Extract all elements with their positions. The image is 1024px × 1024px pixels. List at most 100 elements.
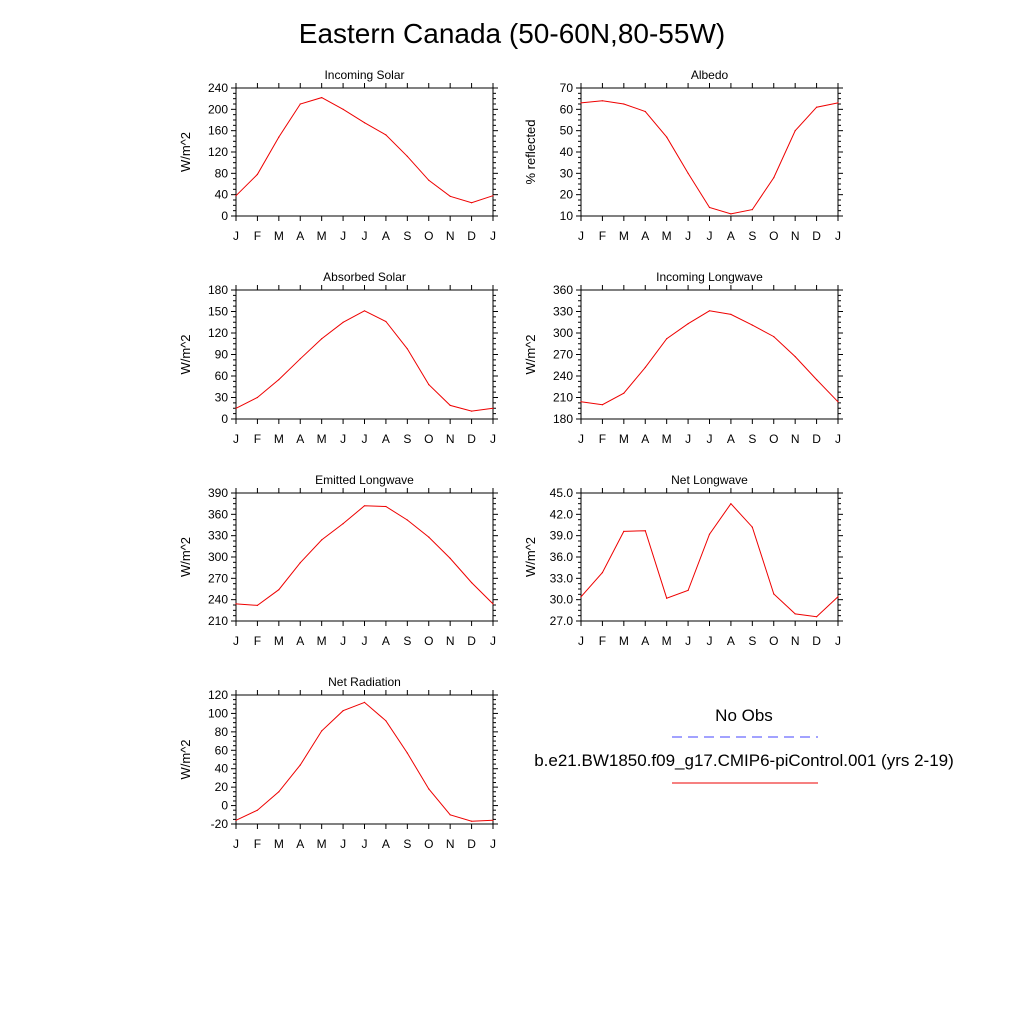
chart-absorbed-solar-ytick-label: 90 <box>215 348 229 362</box>
chart-emitted-longwave-xtick-label: J <box>490 634 496 648</box>
chart-albedo-xtick-label: A <box>641 229 649 243</box>
chart-emitted-longwave-xtick-label: J <box>362 634 368 648</box>
chart-net-longwave-xtick-label: O <box>769 634 778 648</box>
chart-albedo-point <box>837 102 839 104</box>
chart-albedo-xtick-label: M <box>619 229 629 243</box>
chart-net-radiation-xtick-label: M <box>317 837 327 851</box>
chart-net-radiation-point <box>385 720 387 722</box>
chart-albedo-ytick-label: 10 <box>560 209 574 223</box>
chart-net-longwave-frame <box>580 492 839 622</box>
chart-absorbed-solar-xtick-label: S <box>403 432 411 446</box>
chart-albedo-point <box>687 172 689 174</box>
chart-incoming-solar-point <box>342 108 344 110</box>
chart-incoming-longwave-xtick-label: M <box>619 432 629 446</box>
chart-net-radiation-xtick-label: A <box>382 837 390 851</box>
chart-incoming-solar-xtick-label: J <box>340 229 346 243</box>
chart-net-longwave-xtick-label: J <box>835 634 841 648</box>
chart-net-radiation-ytick-label: 100 <box>208 706 228 720</box>
chart-net-longwave-xtick-label: J <box>578 634 584 648</box>
chart-incoming-solar-xtick-label: M <box>317 229 327 243</box>
chart-incoming-longwave-point <box>666 338 668 340</box>
chart-net-radiation-xtick-label: J <box>490 837 496 851</box>
chart-incoming-solar-point <box>278 136 280 138</box>
chart-incoming-solar-xtick-label: D <box>467 229 476 243</box>
chart-incoming-longwave-xtick-label: A <box>727 432 735 446</box>
chart-net-longwave-xtick-label: J <box>707 634 713 648</box>
chart-incoming-solar-ytick-label: 0 <box>221 209 228 223</box>
chart-emitted-longwave-point <box>299 562 301 564</box>
chart-albedo-xtick-label: J <box>578 229 584 243</box>
chart-incoming-solar-ytick-label: 240 <box>208 81 228 95</box>
chart-net-longwave-xtick-label: J <box>685 634 691 648</box>
chart-net-longwave-point <box>708 533 711 535</box>
chart-emitted-longwave-point <box>278 589 280 591</box>
chart-incoming-solar-ytick-label: 120 <box>208 145 228 159</box>
chart-incoming-solar-point <box>363 122 366 124</box>
chart-net-radiation-point <box>299 764 301 766</box>
chart-albedo-xtick-label: J <box>685 229 691 243</box>
chart-incoming-longwave-point <box>751 324 753 326</box>
chart-incoming-solar-point <box>385 134 387 136</box>
chart-albedo-ytick-label: 50 <box>560 124 574 138</box>
chart-incoming-solar-frame <box>235 87 494 217</box>
chart-albedo-point <box>816 106 818 108</box>
chart-albedo-point <box>708 206 711 209</box>
chart-net-longwave-point <box>601 572 604 574</box>
chart-absorbed-solar-xtick-label: O <box>424 432 433 446</box>
chart-incoming-longwave-series-line <box>580 310 839 406</box>
chart-net-longwave-point <box>751 526 753 528</box>
chart-absorbed-solar-ylabel: W/m^2 <box>178 334 193 374</box>
chart-incoming-longwave-ytick-label: 240 <box>553 369 573 383</box>
chart-albedo-point <box>644 110 646 113</box>
chart-incoming-solar-point <box>449 195 451 197</box>
chart-absorbed-solar-xtick-label: F <box>254 432 261 446</box>
chart-absorbed-solar-xtick-label: A <box>382 432 390 446</box>
chart-absorbed-solar-xtick-label: J <box>362 432 368 446</box>
chart-net-radiation-xtick-label: S <box>403 837 411 851</box>
chart-incoming-longwave-xtick-label: J <box>707 432 713 446</box>
chart-net-radiation-ytick-label: 40 <box>215 762 229 776</box>
chart-albedo-xtick-label: A <box>727 229 735 243</box>
chart-incoming-solar-xtick-label: O <box>424 229 433 243</box>
chart-net-longwave-point <box>623 530 625 533</box>
chart-net-radiation-xtick-label: D <box>467 837 476 851</box>
chart-incoming-solar-point <box>471 202 473 204</box>
chart-albedo-xtick-label: M <box>662 229 672 243</box>
chart-net-radiation-ytick-label: 20 <box>215 780 229 794</box>
chart-albedo-point <box>751 209 753 211</box>
chart-incoming-longwave-xtick-label: J <box>578 432 584 446</box>
chart-albedo-xtick-label: F <box>599 229 606 243</box>
chart-incoming-longwave: Incoming Longwave W/m^2 180 210 240 270 300 330… <box>523 270 843 446</box>
chart-net-longwave-xtick-label: A <box>727 634 735 648</box>
chart-incoming-solar-point <box>492 195 494 197</box>
chart-net-radiation-xtick-label: N <box>446 837 455 851</box>
chart-absorbed-solar-point <box>278 379 280 381</box>
chart-emitted-longwave-point <box>406 519 408 521</box>
chart-net-radiation-xtick-label: A <box>296 837 304 851</box>
chart-absorbed-solar-point <box>342 321 344 323</box>
chart-emitted-longwave-point <box>342 523 344 525</box>
chart-net-longwave-point <box>580 596 582 598</box>
chart-net-radiation-series-line <box>235 701 494 822</box>
chart-emitted-longwave: Emitted Longwave W/m^2 210 240 270 300 330 360 3… <box>178 473 498 648</box>
chart-incoming-longwave-point <box>644 366 646 368</box>
chart-absorbed-solar-xtick-label: N <box>446 432 455 446</box>
chart-incoming-longwave-xtick-label: S <box>748 432 756 446</box>
chart-net-radiation-point <box>278 791 280 793</box>
chart-incoming-solar-xtick-label: J <box>490 229 496 243</box>
chart-emitted-longwave-ytick-label: 390 <box>208 486 228 500</box>
chart-incoming-solar-xtick-label: J <box>233 229 239 243</box>
chart-incoming-longwave-point <box>816 379 818 381</box>
chart-incoming-solar-xtick-label: F <box>254 229 261 243</box>
chart-net-radiation-point <box>235 819 237 821</box>
chart-net-radiation-point <box>342 710 344 712</box>
chart-absorbed-solar-ytick-label: 180 <box>208 283 228 297</box>
chart-emitted-longwave-point <box>256 604 258 607</box>
chart-net-longwave-title: Net Longwave <box>671 473 748 487</box>
chart-emitted-longwave-frame <box>235 492 494 622</box>
chart-incoming-longwave-ytick-label: 180 <box>553 412 573 426</box>
chart-net-radiation-ytick-label: 60 <box>215 743 229 757</box>
